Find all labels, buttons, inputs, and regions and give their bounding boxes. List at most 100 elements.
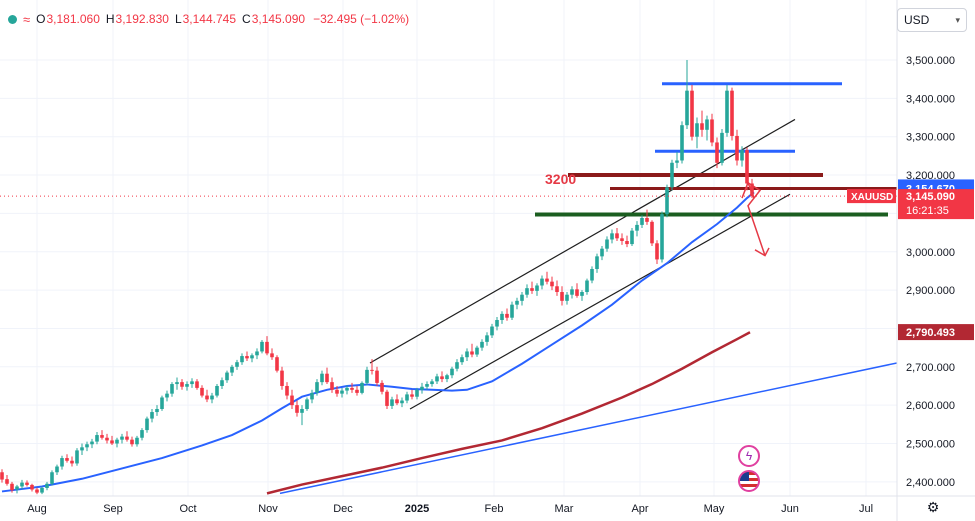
- candle-body: [745, 150, 749, 184]
- candle-body: [215, 385, 219, 396]
- candle-body: [320, 373, 324, 383]
- candle-body: [645, 218, 649, 222]
- candle: [355, 385, 359, 396]
- candle: [280, 366, 284, 390]
- lightning-icon[interactable]: ϟ: [738, 445, 760, 467]
- candle-body: [490, 326, 494, 336]
- candle: [570, 286, 574, 299]
- settings-icon[interactable]: ⚙: [926, 499, 940, 515]
- candle: [345, 385, 349, 395]
- candle: [370, 359, 374, 375]
- candle-body: [260, 341, 264, 352]
- dot-icon[interactable]: [8, 14, 17, 24]
- candle-body: [230, 366, 234, 373]
- candle: [475, 345, 479, 357]
- candle-body: [545, 278, 549, 282]
- candle: [400, 397, 404, 408]
- candle: [110, 435, 114, 446]
- candle: [595, 253, 599, 273]
- candle: [165, 390, 169, 402]
- candle-body: [285, 385, 289, 396]
- candle-body: [5, 479, 9, 484]
- level-label-3200: 3200: [545, 171, 576, 187]
- candle-body: [395, 399, 399, 404]
- candle-body: [45, 483, 49, 488]
- y-tick-label: 2,700.000: [906, 362, 955, 374]
- candle: [615, 227, 619, 242]
- candle-body: [330, 382, 334, 390]
- candle-body: [80, 447, 84, 451]
- candle: [555, 280, 559, 296]
- candle-body: [480, 341, 484, 348]
- us-flag-icon[interactable]: [738, 470, 760, 492]
- candle: [495, 316, 499, 331]
- candle-body: [500, 313, 504, 321]
- candle-body: [385, 391, 389, 406]
- symbol-tag: [847, 189, 896, 204]
- candle-body: [400, 400, 404, 404]
- candle: [20, 479, 24, 490]
- x-tick-label: Jun: [781, 503, 799, 515]
- candle: [25, 480, 29, 487]
- price-tag-ma-slow-text: 2,790.493: [906, 327, 955, 339]
- price-tag-last: [898, 189, 974, 220]
- x-tick-label: Feb: [485, 503, 504, 515]
- candle-body: [365, 369, 369, 383]
- x-tick-label: Aug: [27, 503, 47, 515]
- y-tick-label: 2,400.000: [906, 477, 955, 489]
- candle-body: [670, 162, 674, 188]
- candle-body: [540, 278, 544, 286]
- candle-body: [355, 389, 359, 393]
- candle: [250, 353, 254, 363]
- candle: [685, 60, 689, 130]
- currency-selector[interactable]: USD ▾: [897, 8, 967, 32]
- candle: [305, 397, 309, 411]
- candle-body: [295, 405, 299, 413]
- candle: [300, 405, 304, 426]
- wave-icon[interactable]: ≈: [23, 11, 31, 27]
- candle-body: [245, 356, 249, 359]
- candle-body: [290, 395, 294, 406]
- candle: [290, 389, 294, 409]
- candle-body: [150, 412, 154, 419]
- candle-body: [560, 292, 564, 301]
- candle-body: [225, 372, 229, 381]
- candle-body: [140, 430, 144, 438]
- y-tick-label: 2,500.000: [906, 439, 955, 451]
- candle: [445, 373, 449, 383]
- candle: [310, 389, 314, 404]
- open-field: O 3,181.060: [36, 12, 100, 26]
- candle: [415, 387, 419, 400]
- candle: [680, 121, 684, 164]
- candle: [460, 354, 464, 365]
- candle: [10, 481, 14, 493]
- candle-body: [335, 389, 339, 394]
- candle: [430, 379, 434, 387]
- x-tick-label: Apr: [631, 503, 648, 515]
- candle-body: [425, 384, 429, 387]
- candle-body: [55, 466, 59, 473]
- candle: [135, 435, 139, 447]
- candle: [510, 301, 514, 321]
- candle-body: [350, 387, 354, 390]
- candle-body: [360, 382, 364, 393]
- candle: [715, 137, 719, 169]
- candle: [440, 371, 444, 383]
- candle: [500, 311, 504, 324]
- candle: [700, 110, 704, 137]
- candle: [580, 290, 584, 301]
- moving-average-slow: [266, 331, 751, 495]
- x-tick-label: May: [704, 503, 725, 515]
- candle: [315, 379, 319, 396]
- candle: [600, 245, 604, 261]
- candle: [285, 382, 289, 400]
- candle: [185, 381, 189, 391]
- channel-lower-line: [409, 193, 791, 410]
- candle: [190, 378, 194, 388]
- candle-body: [155, 408, 159, 413]
- candle-body: [315, 382, 319, 393]
- candle-body: [680, 125, 684, 161]
- candle-body: [280, 370, 284, 386]
- candle-body: [705, 119, 709, 130]
